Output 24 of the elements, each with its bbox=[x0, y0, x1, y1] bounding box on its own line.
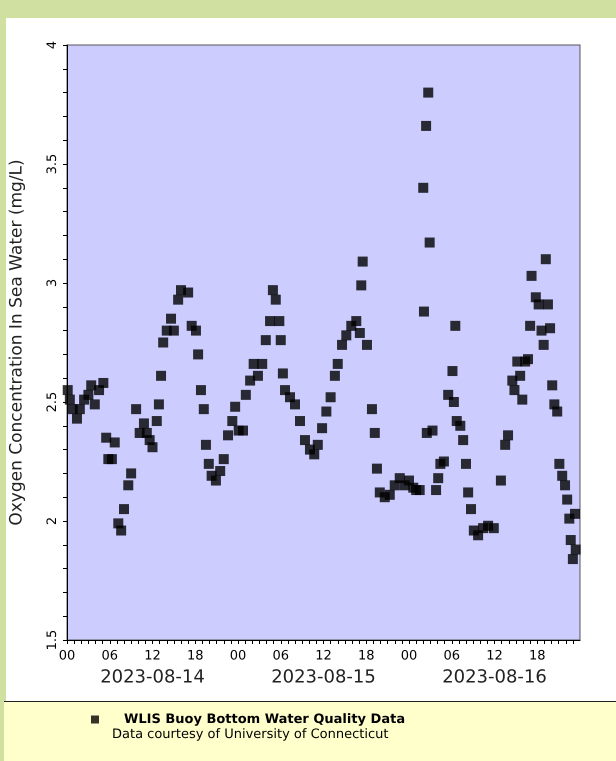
text: Data courtesy of University of Connecticut bbox=[112, 727, 388, 742]
x-tick-label: 12 bbox=[486, 648, 503, 664]
x-tick-label: 12 bbox=[144, 648, 161, 664]
y-tick-label: 3 bbox=[45, 278, 60, 288]
x2-tick-label: 2023-08-16 bbox=[442, 666, 547, 688]
y-tick-label: 2.5 bbox=[45, 392, 60, 412]
x-tick-label: 00 bbox=[400, 648, 418, 664]
x-tick-label: 00 bbox=[58, 648, 76, 664]
x2-tick-label: 2023-08-14 bbox=[100, 666, 205, 688]
legend-label: WLIS Buoy Bottom Water Quality Data bbox=[124, 712, 406, 727]
x-tick-label: 06 bbox=[443, 648, 460, 664]
x-tick-label: 00 bbox=[230, 648, 246, 664]
x-tick-label: 06 bbox=[272, 648, 290, 664]
x-tick-label: 06 bbox=[101, 648, 118, 664]
x-tick-label: 12 bbox=[315, 648, 332, 664]
x-tick-label: 18 bbox=[186, 648, 204, 664]
x2-tick-label: 2023-08-15 bbox=[271, 666, 376, 688]
y-tick-label: 1.5 bbox=[45, 630, 60, 650]
x-tick-label: 18 bbox=[358, 648, 375, 664]
y-axis-title: Oxygen Concentration In Sea Water (mg/L) bbox=[6, 159, 26, 526]
y-tick-label: 3.5 bbox=[45, 154, 60, 174]
x-tick-label: 18 bbox=[528, 648, 546, 664]
y-tick-label: 2 bbox=[45, 516, 60, 526]
y-tick-label: 4 bbox=[45, 40, 60, 50]
